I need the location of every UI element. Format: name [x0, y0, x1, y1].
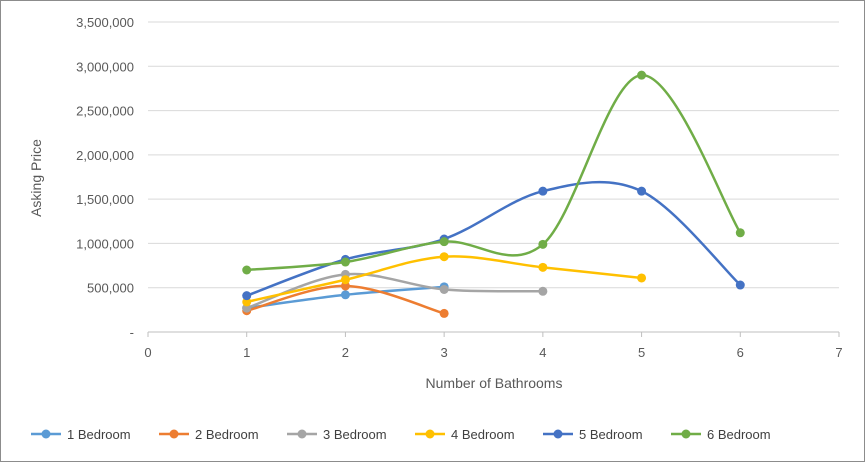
x-axis-tick-labels: 0 1 2 3 4 5 6 7 — [144, 345, 842, 360]
legend-item-5: 5 Bedroom — [543, 427, 643, 442]
legend-label-5: 5 Bedroom — [579, 427, 643, 442]
x-axis-title: Number of Bathrooms — [426, 375, 563, 391]
data-point-s6-6 — [735, 228, 745, 238]
data-point-s6-4 — [538, 239, 548, 249]
x-tick-label-5: 5 — [638, 345, 645, 360]
legend-item-2: 2 Bedroom — [159, 427, 259, 442]
y-tick-label-3: 1,500,000 — [76, 192, 134, 207]
data-point-s4-2 — [340, 275, 350, 285]
data-point-s6-5 — [637, 70, 647, 80]
legend-item-1: 1 Bedroom — [31, 427, 131, 442]
data-point-s5-1 — [242, 291, 252, 301]
legend-swatch-marker-5 — [553, 429, 563, 439]
legend-label-6: 6 Bedroom — [707, 427, 771, 442]
data-point-s2-2 — [340, 281, 350, 291]
y-tick-label-2: 1,000,000 — [76, 236, 134, 251]
data-point-s4-5 — [637, 273, 647, 283]
x-tick-label-2: 2 — [342, 345, 349, 360]
legend-label-2: 2 Bedroom — [195, 427, 259, 442]
series-line-4 — [245, 255, 643, 304]
legend-label-3: 3 Bedroom — [323, 427, 387, 442]
x-tick-label-6: 6 — [737, 345, 744, 360]
data-point-s4-4 — [538, 262, 548, 272]
data-point-s4-1 — [242, 297, 252, 307]
legend-swatch-marker-2 — [169, 429, 179, 439]
x-tick-label-1: 1 — [243, 345, 250, 360]
y-tick-label-6: 3,000,000 — [76, 59, 134, 74]
legend-swatch-marker-4 — [425, 429, 435, 439]
y-tick-label-4: 2,000,000 — [76, 148, 134, 163]
data-point-s2-3 — [439, 308, 449, 318]
legend-item-4: 4 Bedroom — [415, 427, 515, 442]
x-tick-label-4: 4 — [539, 345, 546, 360]
y-tick-label-5: 2,500,000 — [76, 104, 134, 119]
y-tick-label-7: 3,500,000 — [76, 15, 134, 30]
y-axis-tick-labels: - 500,000 1,000,000 1,500,000 2,000,000 2,500… — [76, 15, 134, 340]
data-point-s1-2 — [340, 290, 350, 300]
data-point-s6-1 — [242, 265, 252, 275]
legend: 1 Bedroom 2 Bedroom 3 Bedroom 4 Bedroom 5 Be… — [31, 427, 771, 442]
legend-label-4: 4 Bedroom — [451, 427, 515, 442]
axes — [147, 331, 840, 337]
x-tick-label-3: 3 — [441, 345, 448, 360]
legend-swatch-marker-6 — [681, 429, 691, 439]
legend-label-1: 1 Bedroom — [67, 427, 131, 442]
legend-swatch-marker-1 — [41, 429, 51, 439]
series-points — [242, 70, 745, 318]
x-tick-label-7: 7 — [835, 345, 842, 360]
data-point-s5-4 — [538, 186, 548, 196]
series-line-6 — [245, 73, 742, 272]
gridlines — [148, 21, 839, 289]
y-tick-label-1: 500,000 — [87, 281, 134, 296]
data-point-s6-2 — [340, 257, 350, 267]
data-point-s3-1 — [242, 303, 252, 313]
data-point-s5-5 — [637, 186, 647, 196]
y-tick-label-0: - — [130, 325, 134, 340]
legend-item-3: 3 Bedroom — [287, 427, 387, 442]
x-tick-label-0: 0 — [144, 345, 151, 360]
series-line-3 — [245, 272, 545, 310]
data-point-s6-3 — [439, 237, 449, 247]
data-point-s4-3 — [439, 252, 449, 262]
legend-swatch-marker-3 — [297, 429, 307, 439]
data-point-s3-3 — [439, 284, 449, 294]
legend-item-6: 6 Bedroom — [671, 427, 771, 442]
data-point-s5-6 — [735, 280, 745, 290]
data-point-s3-4 — [538, 286, 548, 296]
y-axis-title: Asking Price — [28, 139, 44, 217]
